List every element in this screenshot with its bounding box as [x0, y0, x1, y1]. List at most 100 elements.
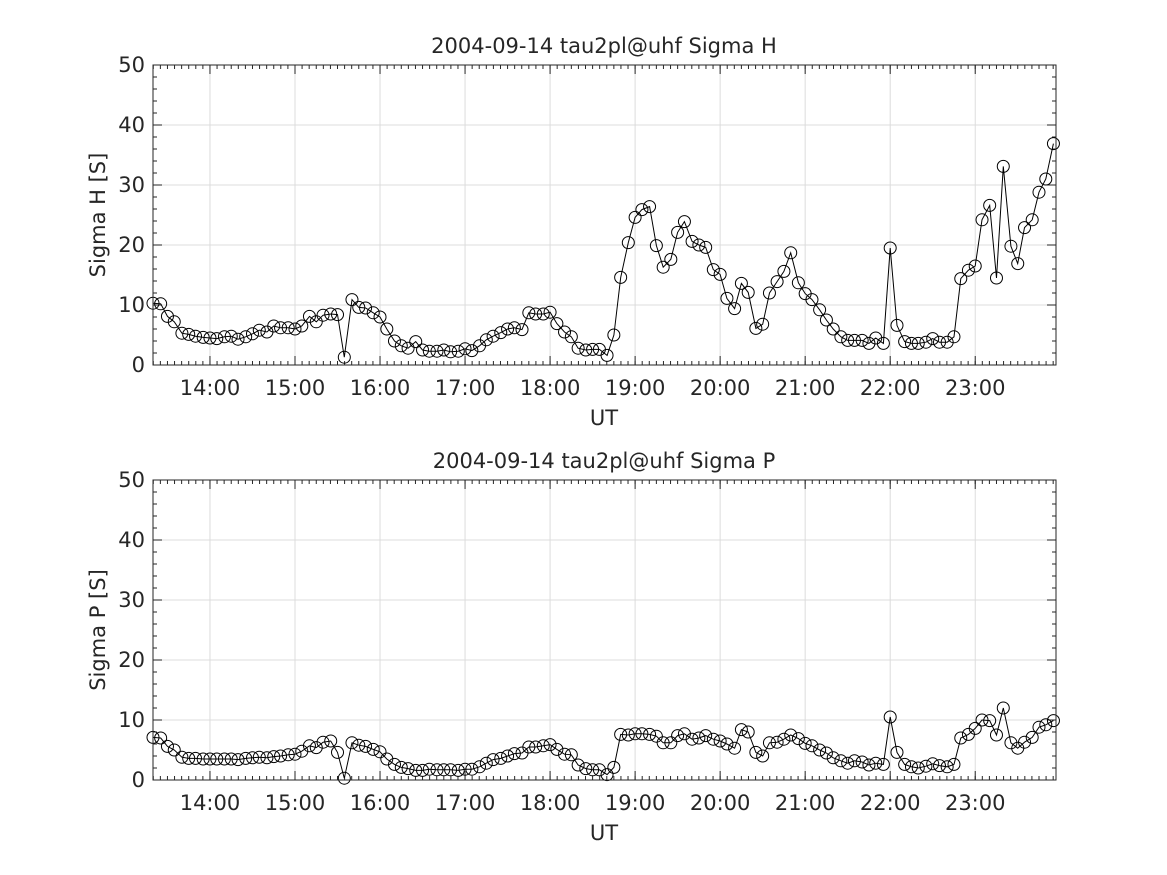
sigma-p-data-point	[614, 727, 628, 741]
sigma-h-data-point	[387, 334, 401, 348]
sigma-p-data-point	[664, 736, 678, 750]
sigma-p-data-point	[444, 763, 458, 777]
sigma-h-series-line	[152, 143, 1054, 358]
sigma-h-chart: 2004-09-14 tau2pl@uhf Sigma H UT Sigma H…	[86, 34, 1060, 430]
sigma-h-data-point	[245, 327, 259, 341]
sigma-p-data-point	[954, 731, 968, 745]
sigma-p-data-point	[643, 727, 657, 741]
sigma-p-data-point	[550, 742, 564, 756]
sigma-h-data-point	[522, 306, 536, 320]
sigma-p-chart: 2004-09-14 tau2pl@uhf Sigma P UT Sigma P…	[86, 449, 1060, 845]
sigma-h-data-point	[989, 271, 1003, 285]
sigma-h-data-point	[175, 326, 189, 340]
sigma-h-data-point	[416, 343, 430, 357]
sigma-h-data-point	[749, 321, 763, 335]
sigma-p-data-point	[904, 760, 918, 774]
sigma-p-xtick-label: 16:00	[350, 791, 411, 815]
sigma-p-data-point	[373, 745, 387, 759]
sigma-p-data-point	[288, 747, 302, 761]
sigma-p-data-point	[409, 763, 423, 777]
sigma-h-axes-frame	[152, 64, 1057, 366]
sigma-p-data-point	[649, 729, 663, 743]
sigma-h-xtick-label: 19:00	[605, 376, 666, 400]
sigma-h-data-point	[855, 333, 869, 347]
sigma-h-data-point	[940, 335, 954, 349]
sigma-h-data-point	[919, 335, 933, 349]
sigma-p-data-point	[968, 721, 982, 735]
sigma-p-data-point	[713, 734, 727, 748]
sigma-h-data-point	[324, 307, 338, 321]
sigma-p-data-point	[841, 756, 855, 770]
sigma-p-xtick-label: 22:00	[860, 791, 921, 815]
sigma-p-data-point	[749, 745, 763, 759]
sigma-p-chart-xlabel: UT	[590, 821, 618, 845]
sigma-h-data-point	[586, 342, 600, 356]
sigma-h-data-point	[437, 343, 451, 357]
sigma-p-data-point	[628, 727, 642, 741]
sigma-p-data-point	[473, 760, 487, 774]
sigma-h-ytick-label: 10	[118, 293, 145, 317]
sigma-p-data-point	[890, 745, 904, 759]
sigma-h-data-point	[664, 252, 678, 266]
sigma-h-xtick-label: 17:00	[435, 376, 496, 400]
sigma-h-data-point	[507, 321, 521, 335]
sigma-p-data-point	[862, 758, 876, 772]
sigma-p-data-point	[656, 736, 670, 750]
sigma-p-data-point	[203, 752, 217, 766]
sigma-p-data-point	[762, 736, 776, 750]
sigma-h-data-point	[983, 198, 997, 212]
sigma-h-data-point	[302, 309, 316, 323]
sigma-p-data-point	[167, 743, 181, 757]
sigma-h-data-point	[933, 335, 947, 349]
sigma-h-data-point	[267, 319, 281, 333]
sigma-p-data-point	[784, 728, 798, 742]
sigma-p-xtick-label: 23:00	[945, 791, 1006, 815]
sigma-h-data-point	[656, 260, 670, 274]
sigma-h-data-point	[182, 327, 196, 341]
sigma-h-data-point	[692, 238, 706, 252]
sigma-h-data-point	[331, 308, 345, 322]
sigma-p-data-point	[685, 732, 699, 746]
sigma-p-ytick-label: 0	[132, 768, 145, 792]
sigma-p-data-point	[196, 752, 210, 766]
sigma-h-data-point	[564, 330, 578, 344]
sigma-p-data-point	[494, 751, 508, 765]
sigma-p-data-point	[621, 728, 635, 742]
sigma-p-data-point	[947, 757, 961, 771]
sigma-p-xtick-label: 18:00	[520, 791, 581, 815]
sigma-p-data-point	[819, 746, 833, 760]
sigma-h-data-point	[728, 302, 742, 316]
sigma-p-data-point	[302, 739, 316, 753]
sigma-p-data-point	[394, 760, 408, 774]
sigma-p-data-point	[734, 723, 748, 737]
sigma-p-data-point	[217, 752, 231, 766]
sigma-p-data-point	[529, 740, 543, 754]
sigma-h-xtick-label: 14:00	[180, 376, 241, 400]
sigma-h-ytick-label: 0	[132, 353, 145, 377]
sigma-h-data-point	[295, 319, 309, 333]
sigma-h-data-point	[699, 240, 713, 254]
sigma-h-data-point	[975, 213, 989, 227]
sigma-h-data-point	[621, 236, 635, 250]
sigma-h-data-point	[1018, 221, 1032, 235]
sigma-p-data-point	[777, 732, 791, 746]
sigma-h-data-point	[316, 308, 330, 322]
sigma-h-data-point	[826, 322, 840, 336]
sigma-h-data-point	[501, 322, 515, 336]
sigma-h-data-point	[380, 322, 394, 336]
sigma-h-data-point	[685, 234, 699, 248]
sigma-h-data-point	[494, 326, 508, 340]
sigma-h-data-point	[770, 275, 784, 289]
sigma-p-data-point	[422, 762, 436, 776]
sigma-p-data-point	[592, 763, 606, 777]
sigma-h-data-point	[196, 330, 210, 344]
sigma-h-data-point	[465, 344, 479, 358]
sigma-h-data-point	[649, 239, 663, 253]
sigma-p-data-point	[501, 749, 515, 763]
sigma-h-data-point	[458, 342, 472, 356]
sigma-h-data-point	[309, 315, 323, 329]
sigma-h-data-point	[373, 310, 387, 324]
sigma-p-data-point	[586, 763, 600, 777]
sigma-h-data-point	[890, 318, 904, 332]
sigma-h-data-point	[876, 336, 890, 350]
